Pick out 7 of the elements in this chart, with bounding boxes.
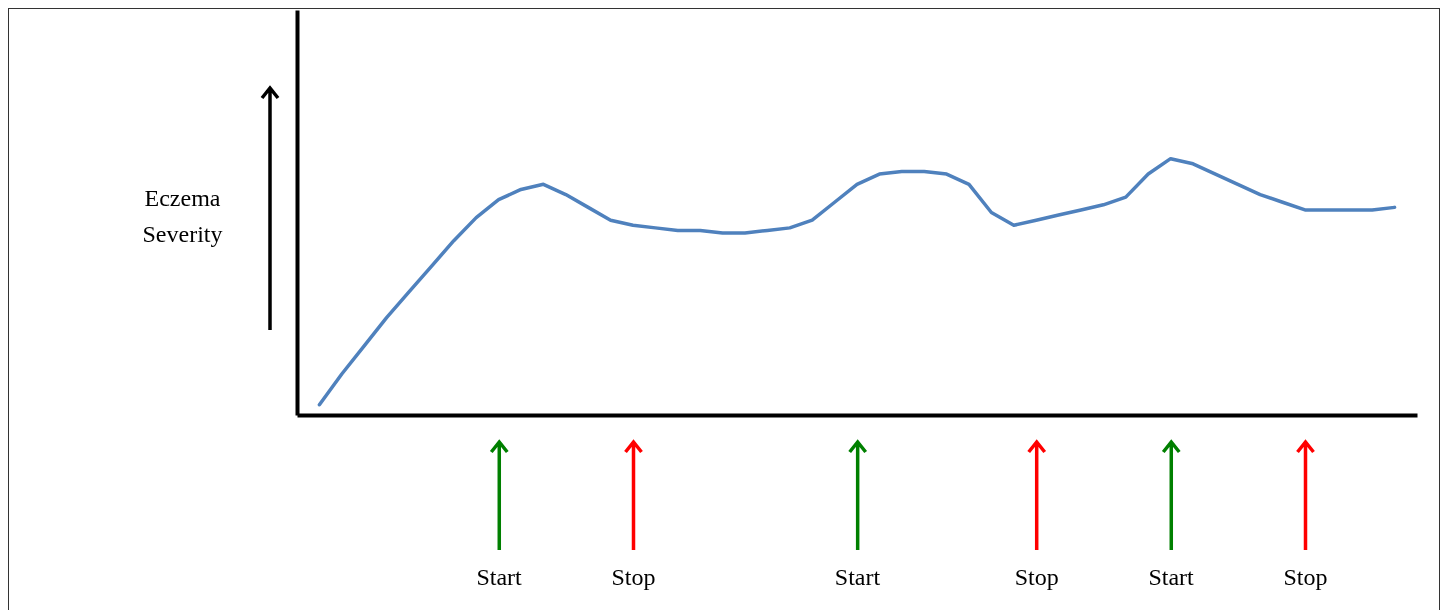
x-tick-label: Start bbox=[1148, 563, 1195, 590]
x-tick-label: Start bbox=[834, 563, 881, 590]
x-tick-label: Start bbox=[476, 563, 523, 590]
x-tick-label: Stop bbox=[611, 563, 656, 590]
y-axis-title: Eczema Severity bbox=[142, 184, 223, 247]
x-tick-label: Stop bbox=[1014, 563, 1059, 590]
x-tick-label: Stop bbox=[1283, 563, 1328, 590]
